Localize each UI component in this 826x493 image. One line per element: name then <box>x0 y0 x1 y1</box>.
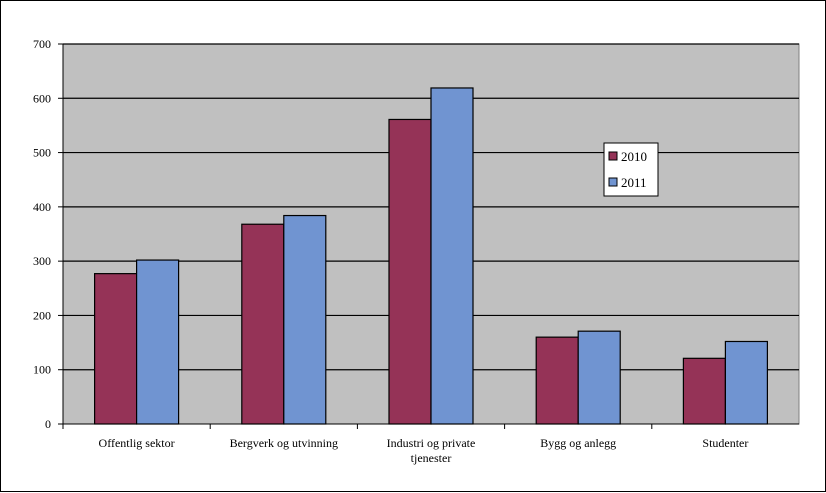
y-tick-label-400: 400 <box>33 200 51 214</box>
bar-2010-3 <box>535 336 579 425</box>
y-tick-label-700: 700 <box>33 37 51 51</box>
y-tick-label-600: 600 <box>33 91 51 105</box>
y-tick-label-300: 300 <box>33 254 51 268</box>
y-tick-label-100: 100 <box>33 363 51 377</box>
legend-label-2010: 2010 <box>621 149 647 164</box>
x-tick-label-2-line-1: tjenester <box>411 451 452 465</box>
x-tick-label-3: Bygg og anlegg <box>540 436 616 450</box>
y-tick-label-500: 500 <box>33 146 51 160</box>
legend-swatch-2011 <box>608 177 618 187</box>
legend-swatch-2010 <box>608 151 618 161</box>
bar-2011-4 <box>724 340 769 425</box>
bar-2010-0 <box>93 273 138 425</box>
legend-label-2011: 2011 <box>621 175 647 190</box>
x-tick-label-2-line-0: Industri og private <box>387 436 476 450</box>
bar-2010-1 <box>241 223 285 425</box>
y-tick-label-0: 0 <box>45 417 51 431</box>
axes <box>62 44 799 429</box>
x-tick-label-4: Studenter <box>702 436 748 450</box>
x-tick-labels: Offentlig sektor Bergverk og utvinning Ind… <box>99 436 749 465</box>
bars <box>93 87 769 425</box>
bar-2011-3 <box>577 330 621 425</box>
x-tick-label-0: Offentlig sektor <box>99 436 175 450</box>
bar-2010-2 <box>388 118 432 425</box>
bar-2010-4 <box>682 357 727 425</box>
y-tick-labels: 0 100 200 300 400 500 600 700 <box>33 37 51 431</box>
bar-2011-0 <box>136 259 180 425</box>
bar-2011-1 <box>283 214 327 425</box>
y-tick-label-200: 200 <box>33 308 51 322</box>
legend: 2010 2011 <box>603 142 659 197</box>
bar-2011-2 <box>430 87 474 425</box>
x-tick-label-1: Bergverk og utvinning <box>230 436 338 450</box>
